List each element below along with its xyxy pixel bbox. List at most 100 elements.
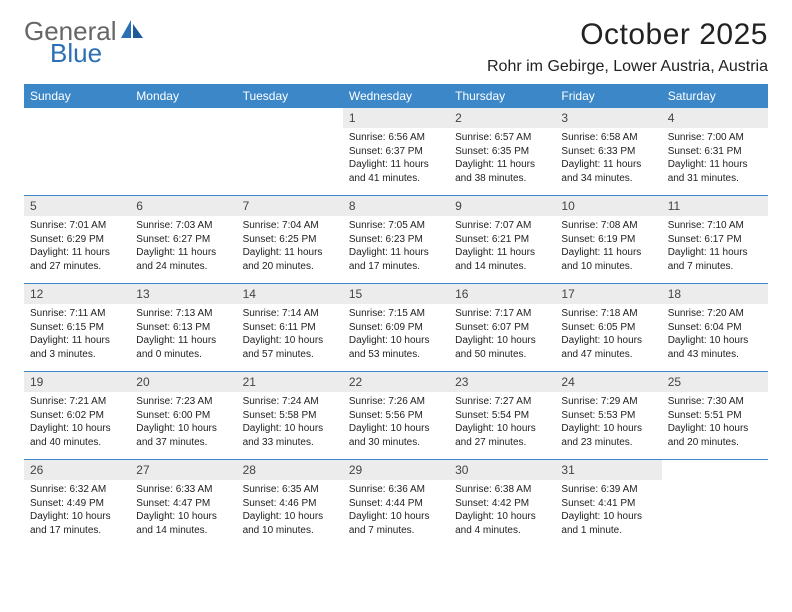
month-title: October 2025	[487, 18, 768, 52]
sunrise-label: Sunrise:	[455, 396, 492, 407]
sunset-value: 6:25 PM	[279, 234, 316, 245]
daynum-cell: 1	[343, 108, 449, 128]
sunset-label: Sunset:	[668, 322, 702, 333]
sunset-label: Sunset:	[136, 234, 170, 245]
sunrise-value: 7:00 AM	[707, 132, 744, 143]
sunrise-value: 6:38 AM	[495, 484, 532, 495]
sunrise-value: 7:04 AM	[282, 220, 319, 231]
daynum-cell: 31	[555, 460, 661, 480]
sunset-label: Sunset:	[561, 498, 595, 509]
daynum-cell: 10	[555, 196, 661, 216]
daylight-label: Daylight:	[349, 335, 388, 346]
daylight-label: Daylight:	[455, 423, 494, 434]
sunrise-label: Sunrise:	[30, 484, 67, 495]
sunset-value: 5:54 PM	[492, 410, 529, 421]
daynum-row: 1234	[24, 108, 768, 128]
sunset-label: Sunset:	[349, 410, 383, 421]
page-header: General Blue October 2025 Rohr im Gebirg…	[24, 18, 768, 76]
sunset-value: 6:04 PM	[704, 322, 741, 333]
detail-cell	[24, 128, 130, 196]
detail-row: Sunrise: 7:11 AMSunset: 6:15 PMDaylight:…	[24, 304, 768, 372]
daynum-cell	[237, 108, 343, 128]
daynum-cell: 13	[130, 284, 236, 304]
sunrise-value: 7:11 AM	[69, 308, 105, 319]
sunrise-value: 6:36 AM	[388, 484, 425, 495]
sunrise-label: Sunrise:	[136, 484, 173, 495]
detail-cell: Sunrise: 7:03 AMSunset: 6:27 PMDaylight:…	[130, 216, 236, 284]
detail-cell: Sunrise: 6:39 AMSunset: 4:41 PMDaylight:…	[555, 480, 661, 547]
sunset-value: 5:56 PM	[386, 410, 423, 421]
sunrise-value: 7:27 AM	[495, 396, 532, 407]
sunset-value: 6:35 PM	[492, 146, 529, 157]
sunset-value: 5:58 PM	[279, 410, 316, 421]
dow-cell: Monday	[130, 84, 236, 108]
daynum-cell: 27	[130, 460, 236, 480]
sunset-label: Sunset:	[561, 322, 595, 333]
daylight-label: Daylight:	[349, 247, 388, 258]
detail-cell: Sunrise: 7:20 AMSunset: 6:04 PMDaylight:…	[662, 304, 768, 372]
daynum-cell: 24	[555, 372, 661, 392]
brand-logo: General Blue	[24, 18, 145, 66]
sunset-label: Sunset:	[668, 410, 702, 421]
sunrise-label: Sunrise:	[561, 308, 598, 319]
detail-cell: Sunrise: 6:32 AMSunset: 4:49 PMDaylight:…	[24, 480, 130, 547]
daylight-label: Daylight:	[243, 511, 282, 522]
sunset-value: 6:09 PM	[386, 322, 423, 333]
daynum-cell: 11	[662, 196, 768, 216]
daynum-cell: 7	[237, 196, 343, 216]
detail-cell: Sunrise: 7:29 AMSunset: 5:53 PMDaylight:…	[555, 392, 661, 460]
sunset-value: 6:13 PM	[173, 322, 210, 333]
daynum-cell: 9	[449, 196, 555, 216]
dow-cell: Sunday	[24, 84, 130, 108]
sunset-value: 6:02 PM	[67, 410, 104, 421]
sunset-value: 6:17 PM	[704, 234, 741, 245]
detail-cell: Sunrise: 7:00 AMSunset: 6:31 PMDaylight:…	[662, 128, 768, 196]
detail-cell: Sunrise: 7:01 AMSunset: 6:29 PMDaylight:…	[24, 216, 130, 284]
daynum-cell: 25	[662, 372, 768, 392]
detail-cell: Sunrise: 7:08 AMSunset: 6:19 PMDaylight:…	[555, 216, 661, 284]
daynum-cell	[130, 108, 236, 128]
detail-cell: Sunrise: 7:10 AMSunset: 6:17 PMDaylight:…	[662, 216, 768, 284]
detail-row: Sunrise: 7:01 AMSunset: 6:29 PMDaylight:…	[24, 216, 768, 284]
daylight-label: Daylight:	[349, 423, 388, 434]
sunset-value: 6:21 PM	[492, 234, 529, 245]
daylight-label: Daylight:	[349, 511, 388, 522]
sunset-label: Sunset:	[243, 410, 277, 421]
daylight-label: Daylight:	[30, 423, 69, 434]
daylight-label: Daylight:	[30, 335, 69, 346]
sunset-value: 4:42 PM	[492, 498, 529, 509]
sunset-label: Sunset:	[30, 234, 64, 245]
daynum-cell: 23	[449, 372, 555, 392]
daylight-label: Daylight:	[30, 247, 69, 258]
daylight-label: Daylight:	[243, 423, 282, 434]
detail-row: Sunrise: 6:32 AMSunset: 4:49 PMDaylight:…	[24, 480, 768, 547]
sunrise-value: 7:18 AM	[601, 308, 638, 319]
daylight-label: Daylight:	[668, 335, 707, 346]
detail-cell: Sunrise: 7:15 AMSunset: 6:09 PMDaylight:…	[343, 304, 449, 372]
dow-cell: Friday	[555, 84, 661, 108]
sunrise-label: Sunrise:	[349, 308, 386, 319]
detail-cell: Sunrise: 6:57 AMSunset: 6:35 PMDaylight:…	[449, 128, 555, 196]
detail-cell: Sunrise: 7:27 AMSunset: 5:54 PMDaylight:…	[449, 392, 555, 460]
daynum-cell: 29	[343, 460, 449, 480]
detail-cell: Sunrise: 6:36 AMSunset: 4:44 PMDaylight:…	[343, 480, 449, 547]
sunset-label: Sunset:	[455, 322, 489, 333]
detail-cell: Sunrise: 7:30 AMSunset: 5:51 PMDaylight:…	[662, 392, 768, 460]
detail-cell	[130, 128, 236, 196]
daylight-label: Daylight:	[30, 511, 69, 522]
sunset-value: 6:33 PM	[598, 146, 635, 157]
sunset-value: 5:53 PM	[598, 410, 635, 421]
sunrise-label: Sunrise:	[455, 308, 492, 319]
detail-cell: Sunrise: 6:35 AMSunset: 4:46 PMDaylight:…	[237, 480, 343, 547]
sunset-label: Sunset:	[136, 322, 170, 333]
daynum-cell: 26	[24, 460, 130, 480]
daynum-row: 262728293031	[24, 460, 768, 480]
daynum-cell: 28	[237, 460, 343, 480]
detail-cell	[662, 480, 768, 547]
calendar-body: SundayMondayTuesdayWednesdayThursdayFrid…	[24, 84, 768, 547]
sunrise-value: 7:01 AM	[69, 220, 106, 231]
detail-cell: Sunrise: 7:18 AMSunset: 6:05 PMDaylight:…	[555, 304, 661, 372]
sunrise-value: 7:30 AM	[707, 396, 744, 407]
detail-cell	[237, 128, 343, 196]
daylight-label: Daylight:	[136, 423, 175, 434]
